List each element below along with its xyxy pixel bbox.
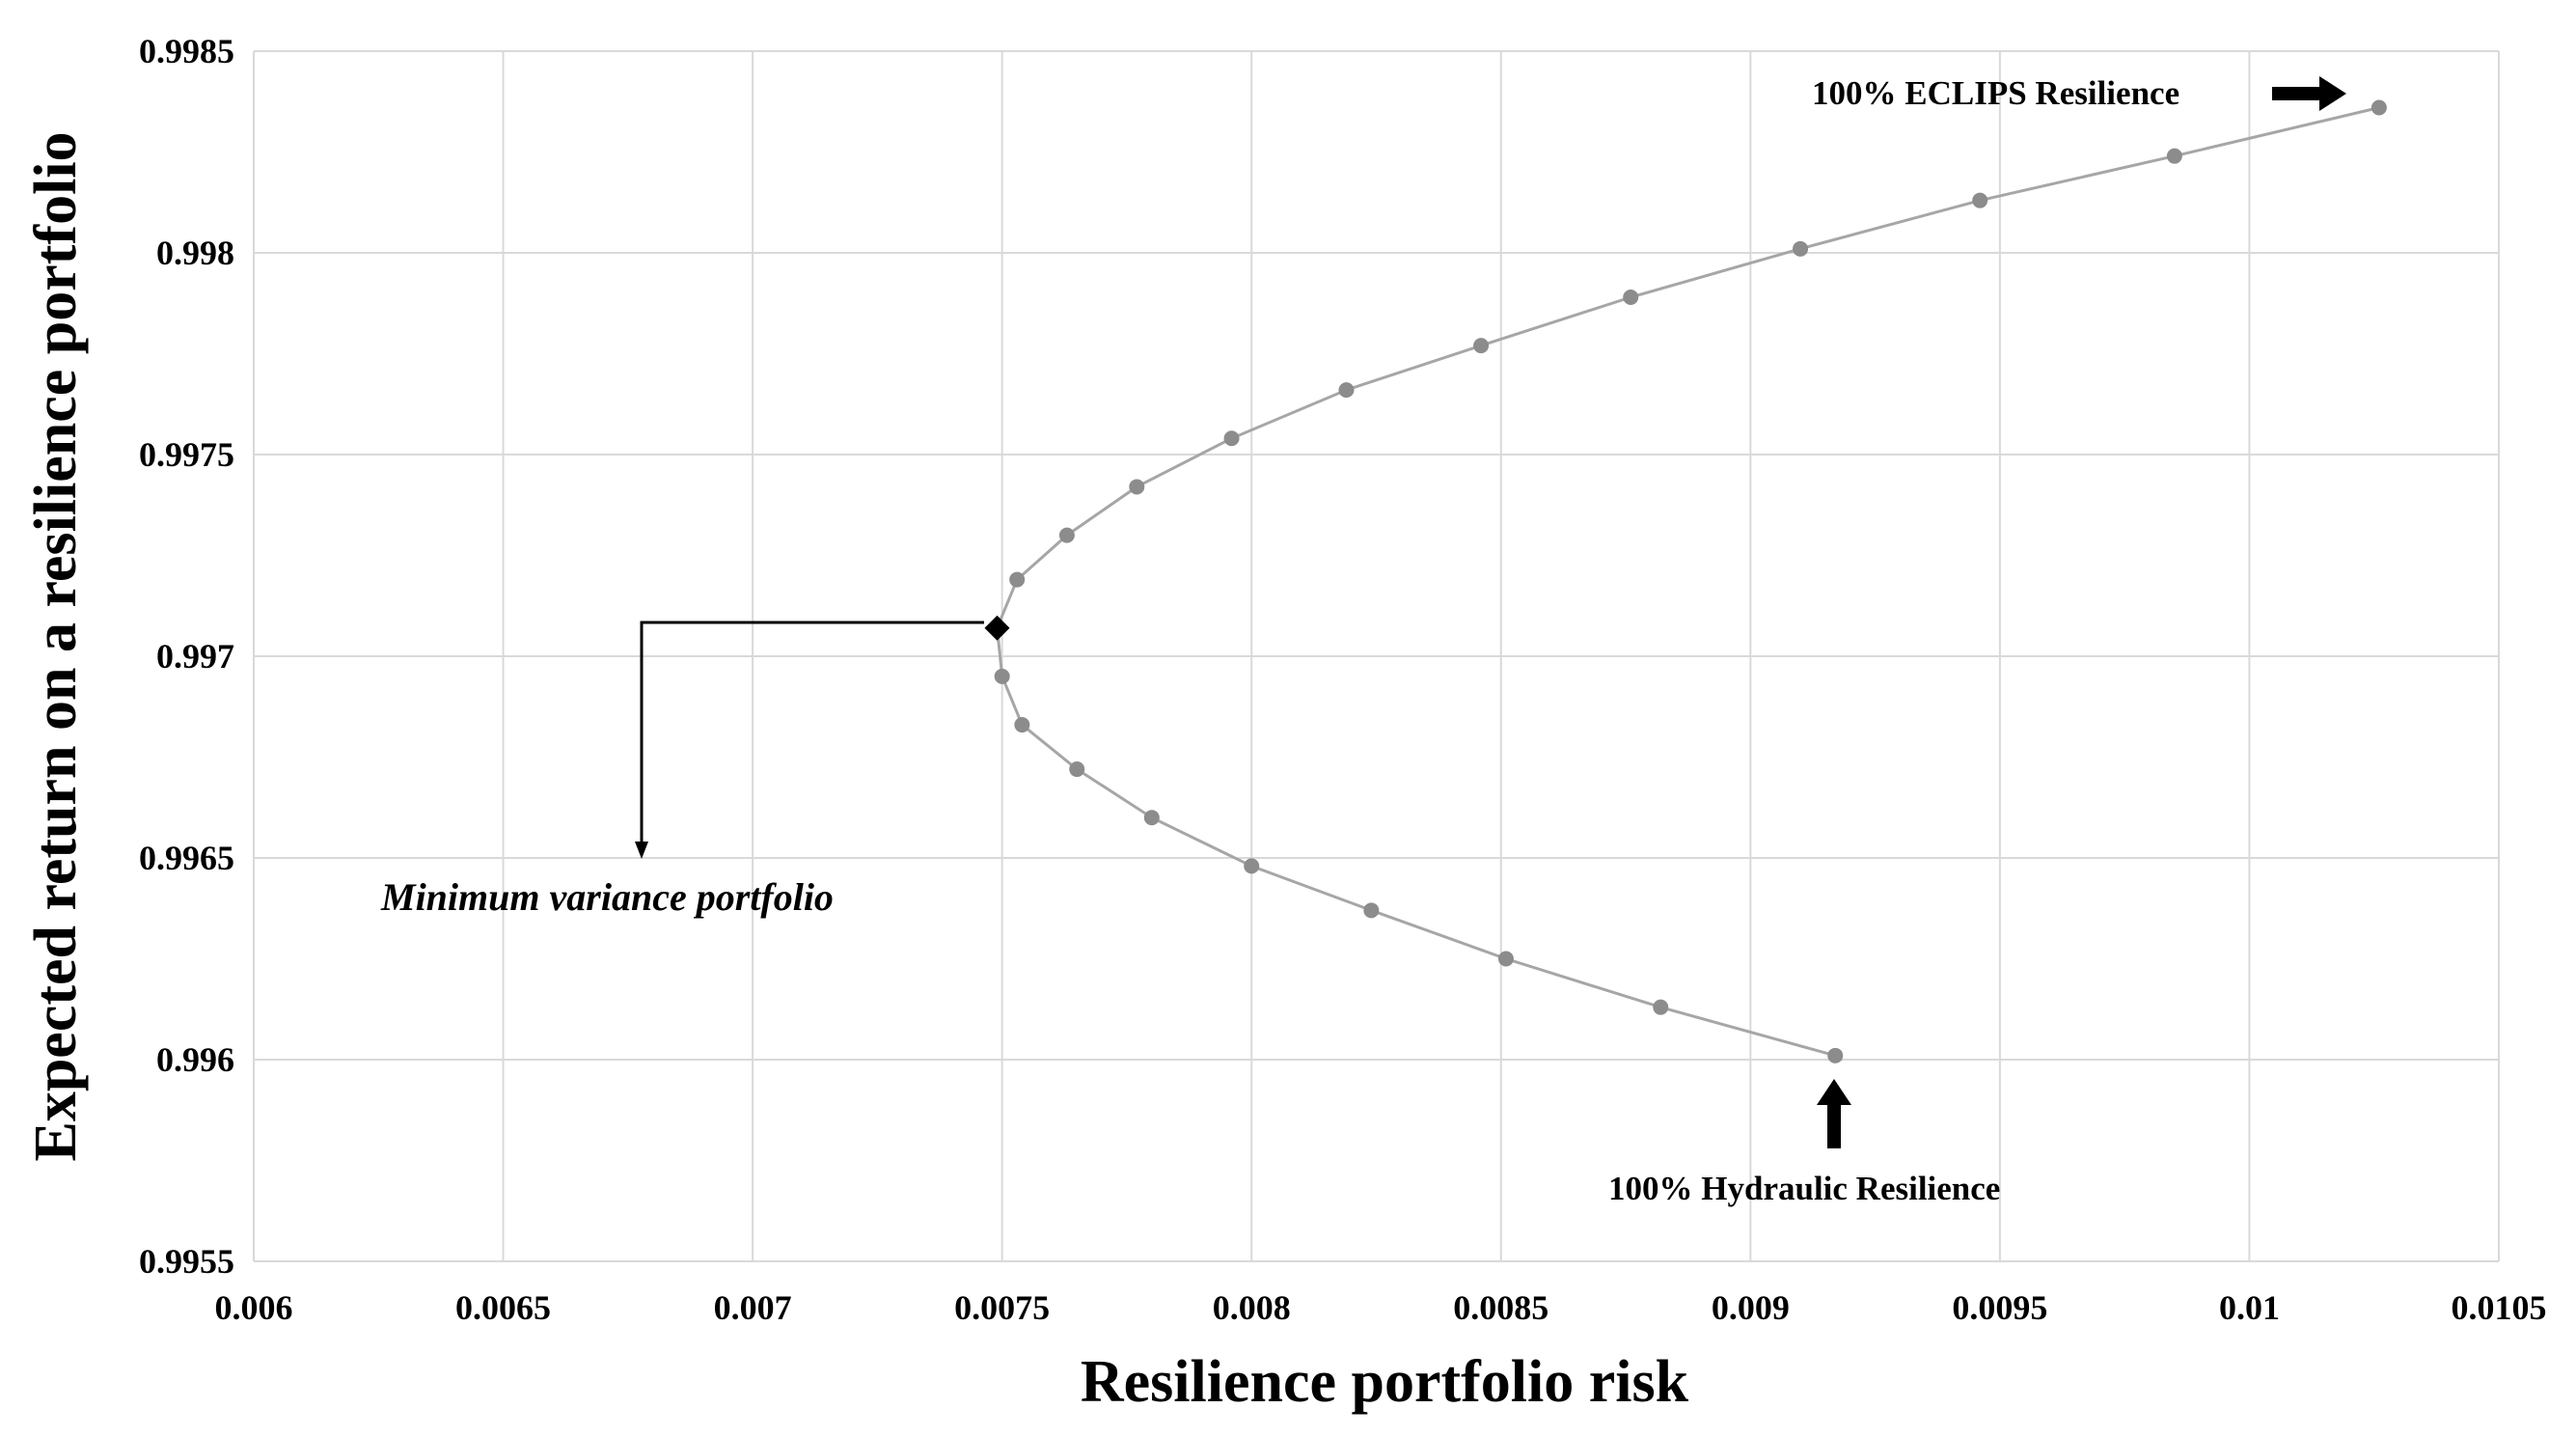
hydraulic-arrow-icon	[1817, 1079, 1851, 1148]
x-tick-label: 0.01	[2219, 1288, 2280, 1327]
frontier-point	[1497, 951, 1514, 967]
frontier-line	[995, 106, 2380, 1058]
x-axis-title: Resilience portfolio risk	[1081, 1349, 1689, 1415]
min-variance-callout-arrowhead	[635, 842, 648, 859]
y-tick-label: 0.997	[156, 637, 234, 676]
x-tick-label: 0.008	[1213, 1288, 1291, 1327]
min-variance-marker	[984, 615, 1010, 641]
frontier-point	[2166, 148, 2182, 164]
hydraulic-label: 100% Hydraulic Resilience	[1608, 1170, 2000, 1207]
eclips-arrow-icon	[2272, 76, 2346, 111]
x-tick-label: 0.007	[714, 1288, 792, 1327]
frontier-point	[1653, 999, 1669, 1015]
frontier-point	[1223, 430, 1240, 447]
frontier-point	[1972, 192, 1988, 208]
min-variance-label: Minimum variance portfolio	[380, 875, 834, 919]
y-tick-label: 0.9965	[139, 839, 234, 877]
gridlines	[253, 50, 2500, 1262]
min-variance-callout-line	[640, 621, 984, 849]
x-tick-label: 0.0065	[455, 1288, 551, 1327]
x-tick-label: 0.009	[1712, 1288, 1790, 1327]
eclips-label: 100% ECLIPS Resilience	[1812, 74, 2179, 112]
frontier-point	[1473, 338, 1490, 354]
y-tick-label: 0.9985	[139, 32, 234, 70]
x-tick-label: 0.006	[215, 1288, 293, 1327]
frontier-point	[1827, 1047, 1844, 1063]
frontier-point	[1014, 717, 1030, 733]
y-tick-label: 0.9975	[139, 435, 234, 474]
x-tick-label: 0.0085	[1453, 1288, 1548, 1327]
y-axis-title: Expected return on a resilience portfoli…	[23, 131, 89, 1161]
frontier-point	[1244, 858, 1260, 874]
x-tick-label: 0.0105	[2452, 1288, 2547, 1327]
y-tick-labels: 0.9955 0.996 0.9965 0.997 0.9975 0.998 0.9985	[139, 32, 234, 1281]
frontier-point	[1363, 902, 1380, 919]
frontier-point	[1338, 382, 1355, 399]
y-tick-label: 0.996	[156, 1040, 234, 1079]
frontier-points	[989, 99, 2387, 1063]
x-tick-labels: 0.006 0.0065 0.007 0.0075 0.008 0.0085 0.009 0.…	[215, 1288, 2547, 1327]
frontier-point	[1793, 240, 1809, 257]
x-tick-label: 0.0095	[1952, 1288, 2047, 1327]
y-tick-label: 0.9955	[139, 1242, 234, 1281]
y-tick-label: 0.998	[156, 234, 234, 272]
frontier-point	[1058, 527, 1075, 543]
frontier-point	[1069, 761, 1085, 778]
frontier-point	[2370, 99, 2387, 116]
frontier-point	[1129, 479, 1145, 495]
frontier-point	[1009, 571, 1026, 588]
frontier-point	[1623, 289, 1639, 305]
frontier-point	[1143, 810, 1160, 826]
x-tick-label: 0.0075	[954, 1288, 1050, 1327]
frontier-point	[994, 668, 1010, 684]
